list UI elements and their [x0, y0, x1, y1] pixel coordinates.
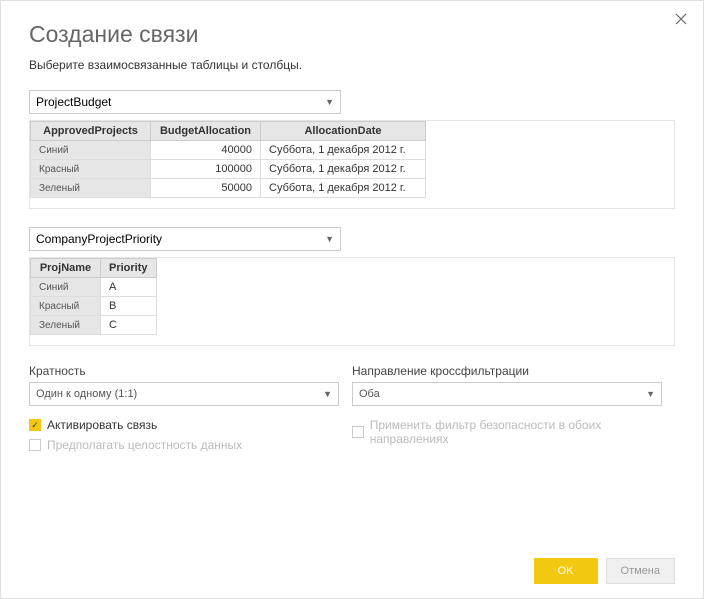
cardinality-select[interactable]: Один к одному (1:1) ▼: [29, 382, 339, 406]
table1-preview: ApprovedProjects BudgetAllocation Alloca…: [29, 120, 675, 209]
cardinality-label: Кратность: [29, 364, 352, 378]
checkbox-unchecked-icon: [352, 426, 364, 438]
table-row[interactable]: Красный B: [31, 297, 157, 316]
chevron-down-icon: ▼: [325, 234, 334, 244]
crossfilter-label: Направление кроссфильтрации: [352, 364, 675, 378]
table2-select-value: CompanyProjectPriority: [36, 232, 162, 246]
relationship-options: Кратность Один к одному (1:1) ▼ Направле…: [29, 364, 675, 406]
chevron-down-icon: ▼: [323, 389, 332, 399]
checkbox-checked-icon: ✓: [29, 419, 41, 431]
dialog-subtitle: Выберите взаимосвязанные таблицы и столб…: [29, 58, 675, 72]
table-row[interactable]: Синий 40000 Суббота, 1 декабря 2012 г.: [31, 141, 426, 160]
dialog-title: Создание связи: [29, 1, 675, 58]
crossfilter-value: Оба: [359, 388, 380, 400]
table2-col0[interactable]: ProjName: [31, 259, 101, 278]
cardinality-value: Один к одному (1:1): [36, 388, 137, 400]
table2-grid: ProjName Priority Синий A Красный B Зеле…: [30, 258, 157, 335]
checkbox-unchecked-icon: [29, 439, 41, 451]
activate-label: Активировать связь: [47, 418, 157, 432]
chevron-down-icon: ▼: [325, 97, 334, 107]
table1-grid: ApprovedProjects BudgetAllocation Alloca…: [30, 121, 426, 198]
table2-select[interactable]: CompanyProjectPriority ▼: [29, 227, 341, 251]
table1-select-value: ProjectBudget: [36, 95, 111, 109]
close-icon[interactable]: [671, 9, 691, 29]
table2-col1[interactable]: Priority: [101, 259, 157, 278]
dialog-footer: OK Отмена: [534, 558, 675, 584]
security-filter-checkbox: Применить фильтр безопасности в обоих на…: [352, 418, 675, 446]
create-relationship-dialog: Создание связи Выберите взаимосвязанные …: [1, 1, 703, 598]
table-row[interactable]: Синий A: [31, 278, 157, 297]
table1-select[interactable]: ProjectBudget ▼: [29, 90, 341, 114]
chevron-down-icon: ▼: [646, 389, 655, 399]
ok-button[interactable]: OK: [534, 558, 598, 584]
table-row[interactable]: Зеленый 50000 Суббота, 1 декабря 2012 г.: [31, 179, 426, 198]
table1-col2[interactable]: AllocationDate: [261, 122, 426, 141]
integrity-label: Предполагать целостность данных: [47, 438, 242, 452]
table1-col0[interactable]: ApprovedProjects: [31, 122, 151, 141]
checkbox-area: ✓ Активировать связь Предполагать целост…: [29, 418, 675, 458]
table-row[interactable]: Зеленый C: [31, 316, 157, 335]
crossfilter-select[interactable]: Оба ▼: [352, 382, 662, 406]
assume-integrity-checkbox: Предполагать целостность данных: [29, 438, 352, 452]
cancel-button[interactable]: Отмена: [606, 558, 675, 584]
table1-col1[interactable]: BudgetAllocation: [151, 122, 261, 141]
activate-relationship-checkbox[interactable]: ✓ Активировать связь: [29, 418, 352, 432]
table2-preview: ProjName Priority Синий A Красный B Зеле…: [29, 257, 675, 346]
table-row[interactable]: Красный 100000 Суббота, 1 декабря 2012 г…: [31, 160, 426, 179]
security-label: Применить фильтр безопасности в обоих на…: [370, 418, 675, 446]
